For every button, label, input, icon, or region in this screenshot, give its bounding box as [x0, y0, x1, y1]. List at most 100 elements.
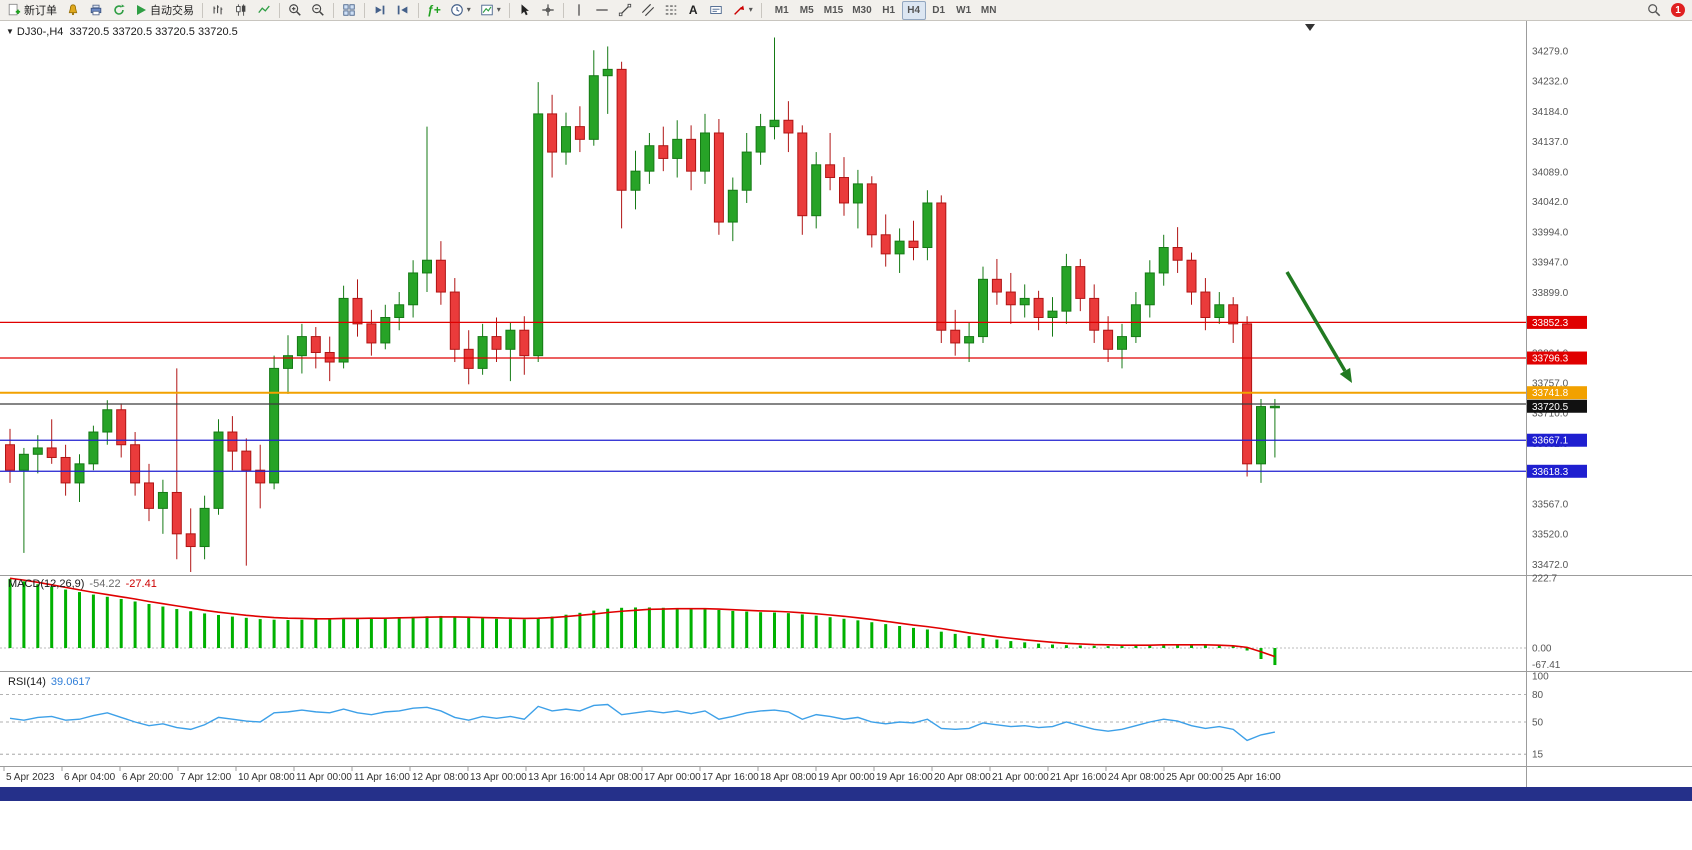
trendline-button[interactable] [614, 1, 636, 20]
text-button[interactable]: A [683, 1, 704, 20]
macd-histogram-bar [536, 618, 540, 648]
timeframe-w1-button[interactable]: W1 [952, 1, 976, 20]
horizontal-line-button[interactable] [591, 1, 613, 20]
candle [1228, 304, 1239, 325]
timeframe-h1-button[interactable]: H1 [877, 1, 901, 20]
chevron-down-icon: ▾ [466, 5, 471, 14]
candle [839, 177, 849, 204]
trendline-icon [618, 3, 632, 17]
alerts-button[interactable] [62, 1, 84, 20]
price-axis-badge: 33852.3 [1527, 315, 1587, 329]
bar-chart-button[interactable] [207, 1, 229, 20]
scroll-end-marker-icon[interactable] [1305, 24, 1315, 31]
channel-button[interactable] [637, 1, 659, 20]
timeframe-h4-button[interactable]: H4 [901, 0, 926, 20]
timeframe-m30-button[interactable]: M30 [848, 1, 875, 20]
toolbar-separator [562, 2, 564, 18]
timeframe-m1-button[interactable]: M1 [770, 1, 794, 20]
candle [1117, 336, 1127, 350]
time-axis-label: 5 Apr 2023 [6, 772, 55, 783]
notification-badge[interactable]: 1 [1671, 3, 1685, 17]
line-chart-button[interactable] [253, 1, 275, 20]
macd-histogram-bar [119, 598, 123, 648]
cursor-button[interactable] [514, 1, 536, 20]
macd-histogram-bar [759, 612, 763, 648]
candle [519, 329, 530, 357]
refresh-button[interactable] [108, 1, 130, 20]
vertical-line-button[interactable] [568, 1, 590, 20]
timeframe-mn-button[interactable]: MN [977, 1, 1001, 20]
new-order-button[interactable]: 新订单 [3, 1, 61, 20]
tile-windows-button[interactable] [338, 1, 360, 20]
toolbar-separator [202, 2, 203, 18]
macd-histogram-bar [1092, 645, 1096, 648]
print-button[interactable] [85, 1, 107, 20]
rsi-axis-label: 80 [1532, 690, 1544, 701]
autotrading-button[interactable]: 自动交易 [131, 1, 198, 20]
candle [74, 463, 85, 484]
candle [533, 113, 544, 357]
timeframe-m5-button[interactable]: M5 [795, 1, 819, 20]
svg-text:34232.0: 34232.0 [1532, 76, 1569, 87]
chart-shift-button[interactable] [392, 1, 414, 20]
chart-menu-triangle-icon[interactable]: ▼ [6, 27, 14, 36]
auto-scroll-button[interactable] [369, 1, 391, 20]
candle [199, 507, 210, 548]
chart-symbol-period: DJ30-,H4 [16, 26, 64, 38]
macd-histogram-bar [161, 606, 165, 648]
zoom-in-icon [288, 3, 302, 17]
zoom-out-button[interactable] [307, 1, 329, 20]
crosshair-button[interactable] [537, 1, 559, 20]
time-axis: 5 Apr 2023 6 Apr 04:00 6 Apr 20:00 7 Apr 12… [3, 767, 1281, 783]
candle [46, 447, 57, 458]
arrows-tool-button[interactable]: ▾ [728, 1, 757, 20]
macd-axis-label: 222.7 [1532, 574, 1557, 585]
candle [602, 68, 613, 77]
candle [852, 183, 863, 204]
text-icon: A [688, 3, 698, 17]
macd-histogram-bar [967, 636, 971, 648]
macd-histogram-bar [1176, 644, 1180, 648]
candle [352, 297, 363, 325]
candle [547, 113, 558, 153]
macd-histogram-bar [661, 607, 665, 648]
macd-histogram-bar [397, 617, 401, 648]
price-axis-badge: 33618.3 [1527, 464, 1587, 478]
candlestick-button[interactable] [230, 1, 252, 20]
macd-histogram-bar [981, 637, 985, 648]
fibonacci-button[interactable] [660, 1, 682, 20]
templates-button[interactable]: ▾ [476, 1, 505, 20]
macd-histogram-bar [467, 617, 471, 648]
crosshair-icon [541, 3, 555, 17]
time-axis-label: 18 Apr 08:00 [760, 772, 817, 783]
annotation-arrow[interactable] [1285, 271, 1347, 372]
macd-histogram-bar [800, 614, 804, 648]
indicators-button[interactable]: ƒ+ [423, 1, 445, 20]
horizontal-scrollbar[interactable] [0, 787, 1692, 801]
macd-histogram-bar [745, 611, 749, 648]
periods-dropdown-button[interactable]: ▾ [446, 1, 475, 20]
candle [1172, 247, 1183, 261]
cursor-icon [518, 3, 532, 17]
candle [1186, 259, 1197, 293]
zoom-in-button[interactable] [284, 1, 306, 20]
macd-histogram-bar [328, 619, 332, 648]
candle [185, 533, 196, 548]
annotation-arrowhead[interactable] [1339, 367, 1352, 383]
zoom-out-icon [311, 3, 325, 17]
timeframe-m15-button[interactable]: M15 [820, 1, 847, 20]
price-lines[interactable] [0, 321, 1526, 472]
toolbar-separator [333, 2, 334, 18]
macd-histogram-bar [731, 610, 735, 648]
timeframe-d1-button[interactable]: D1 [927, 1, 951, 20]
macd-histogram-bar [508, 619, 512, 648]
macd-histogram-bar [578, 612, 582, 648]
macd-signal-value: -27.41 [125, 578, 157, 590]
text-label-button[interactable] [705, 1, 727, 20]
candle [380, 316, 391, 344]
search-button[interactable] [1643, 1, 1665, 20]
macd-histogram-bar [786, 613, 790, 648]
time-axis-label: 13 Apr 16:00 [528, 772, 585, 783]
svg-text:33852.3: 33852.3 [1532, 318, 1569, 329]
